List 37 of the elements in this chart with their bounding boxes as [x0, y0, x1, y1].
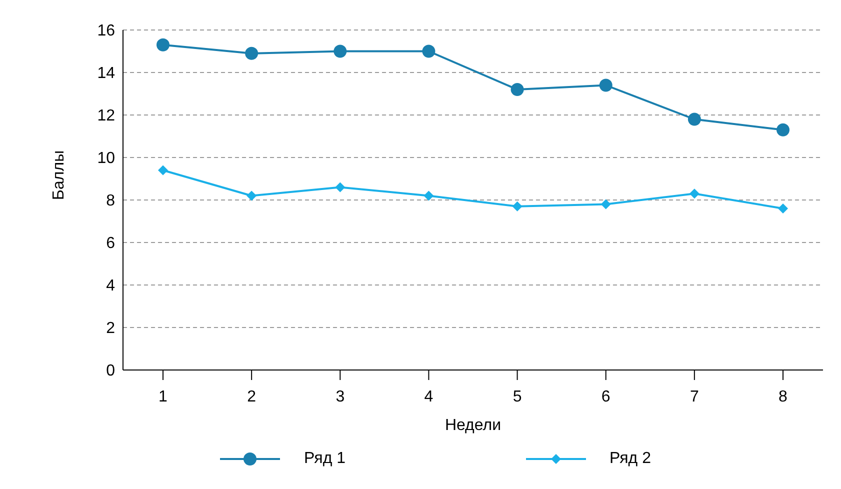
legend-label: Ряд 1	[304, 450, 346, 468]
point	[422, 44, 436, 58]
y-tick-label: 12	[97, 108, 116, 125]
point	[510, 83, 524, 96]
point	[334, 44, 347, 58]
x-axis-title: Недели	[444, 417, 502, 434]
point	[512, 201, 522, 212]
y-tick-label: 6	[106, 235, 116, 252]
point	[599, 78, 612, 92]
y-tick-label: 14	[97, 65, 116, 82]
point	[424, 190, 434, 201]
point	[689, 188, 700, 199]
x-tick-label: 5	[512, 388, 522, 406]
y-tick-label: 4	[106, 278, 116, 295]
legend-label: Ряд 2	[610, 450, 651, 468]
point	[246, 190, 257, 201]
point	[776, 123, 790, 136]
point	[245, 46, 258, 60]
point	[778, 204, 788, 214]
x-tick-label: 3	[336, 388, 345, 406]
x-tick-label: 1	[158, 388, 168, 406]
y-axis-title: Баллы	[50, 150, 68, 200]
y-tick-label: 8	[106, 192, 116, 210]
x-tick-label: 7	[690, 388, 699, 406]
x-tick-label: 2	[247, 388, 256, 406]
point	[600, 199, 611, 210]
point	[688, 112, 701, 126]
point	[158, 165, 168, 176]
y-tick-label: 16	[97, 22, 116, 40]
point	[156, 38, 170, 52]
x-tick-label: 8	[778, 388, 788, 406]
y-tick-label: 10	[97, 150, 116, 168]
y-tick-label: 2	[106, 320, 116, 338]
point	[335, 182, 346, 192]
x-tick-label: 6	[601, 388, 610, 406]
y-tick-label: 0	[106, 362, 116, 380]
x-tick-label: 4	[424, 388, 434, 406]
